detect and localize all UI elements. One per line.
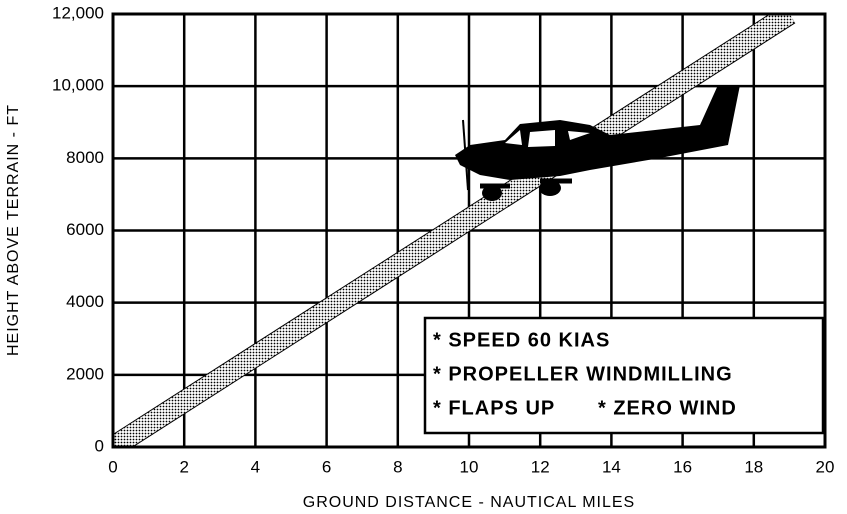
x-tick-label: 4 [251, 457, 260, 476]
y-tick-label: 6000 [66, 220, 104, 239]
y-axis-label: HEIGHT ABOVE TERRAIN - FT [5, 104, 22, 356]
y-tick-label: 0 [95, 436, 104, 455]
x-tick-label: 0 [108, 457, 117, 476]
annotation: * SPEED 60 KIAS [433, 329, 610, 351]
y-tick-label: 4000 [66, 292, 104, 311]
y-tick-label: 10,000 [52, 76, 104, 95]
annotation: * ZERO WIND [598, 397, 737, 419]
y-tick-label: 12,000 [52, 3, 104, 22]
annotation: * PROPELLER WINDMILLING [433, 363, 733, 385]
x-tick-label: 2 [179, 457, 188, 476]
x-tick-label: 16 [673, 457, 692, 476]
x-axis-label: GROUND DISTANCE - NAUTICAL MILES [303, 494, 635, 511]
x-tick-label: 8 [393, 457, 402, 476]
annotation: * FLAPS UP [433, 397, 555, 419]
x-tick-label: 10 [460, 457, 479, 476]
x-tick-label: 6 [322, 457, 331, 476]
x-tick-label: 14 [602, 457, 621, 476]
x-tick-label: 20 [816, 457, 835, 476]
y-tick-label: 2000 [66, 364, 104, 383]
chart: * SPEED 60 KIAS * PROPELLER WINDMILLING … [0, 0, 847, 514]
y-tick-label: 8000 [66, 148, 104, 167]
x-tick-label: 18 [744, 457, 763, 476]
x-tick-label: 12 [531, 457, 550, 476]
airplane [455, 85, 740, 201]
